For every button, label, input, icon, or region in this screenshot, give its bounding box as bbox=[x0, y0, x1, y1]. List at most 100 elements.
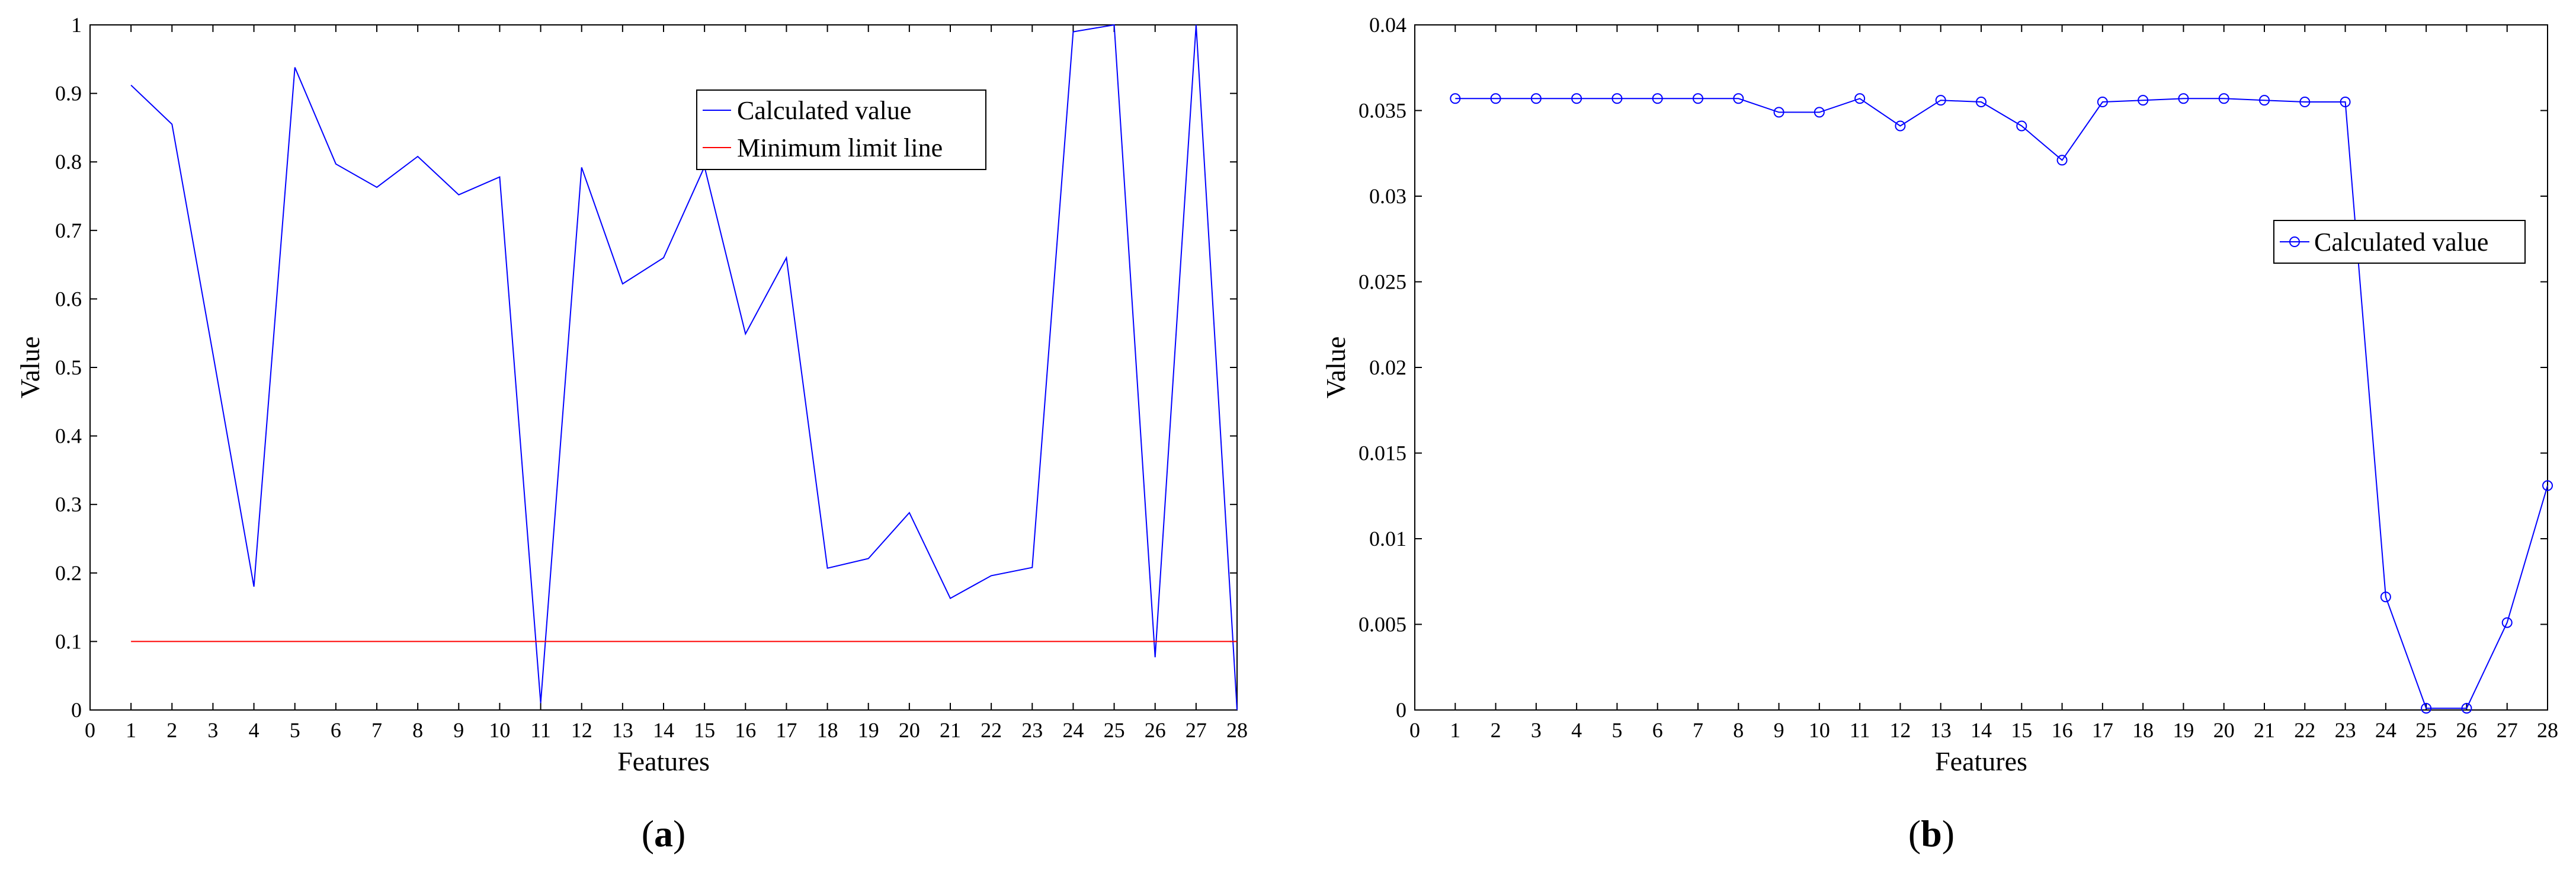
x-tick-label-b: 26 bbox=[2456, 718, 2477, 742]
x-tick-label-a: 28 bbox=[1226, 718, 1248, 742]
data-point-calculated-value-b bbox=[2380, 591, 2391, 603]
x-tick-label-b: 18 bbox=[2132, 718, 2154, 742]
y-axis-label-a: Value bbox=[15, 337, 45, 399]
x-tick-label-a: 9 bbox=[453, 718, 464, 742]
series-line-calculated-value-b bbox=[1455, 98, 2548, 709]
data-point-calculated-value-b bbox=[1895, 120, 1906, 132]
x-tick-label-b: 23 bbox=[2335, 718, 2356, 742]
x-tick-label-b: 28 bbox=[2537, 718, 2558, 742]
x-tick-label-a: 26 bbox=[1145, 718, 1166, 742]
x-tick-label-a: 24 bbox=[1062, 718, 1084, 742]
x-tick-label-a: 16 bbox=[735, 718, 756, 742]
data-point-calculated-value-b bbox=[2056, 155, 2068, 166]
data-point-calculated-value-b bbox=[1450, 93, 1461, 104]
y-tick-label-a: 0.9 bbox=[55, 82, 82, 105]
x-tick-label-a: 23 bbox=[1021, 718, 1043, 742]
data-point-calculated-value-b bbox=[2501, 617, 2513, 628]
x-tick-label-b: 6 bbox=[1652, 718, 1663, 742]
y-tick-label-b: 0.015 bbox=[1359, 442, 1406, 465]
x-tick-label-a: 12 bbox=[571, 718, 592, 742]
x-tick-label-b: 17 bbox=[2092, 718, 2113, 742]
y-tick-label-a: 0.3 bbox=[55, 492, 82, 516]
y-tick-label-a: 1 bbox=[71, 13, 82, 37]
x-tick-label-b: 4 bbox=[1571, 718, 1582, 742]
panel-label-b: (b) bbox=[1908, 813, 1955, 855]
x-tick-label-a: 13 bbox=[612, 718, 633, 742]
x-tick-label-a: 7 bbox=[371, 718, 382, 742]
x-tick-label-a: 22 bbox=[981, 718, 1002, 742]
y-tick-label-a: 0.8 bbox=[55, 150, 82, 174]
y-tick-label-a: 0 bbox=[71, 698, 82, 722]
data-point-calculated-value-b bbox=[1530, 93, 1542, 104]
y-tick-label-a: 0.7 bbox=[55, 219, 82, 242]
x-tick-label-b: 11 bbox=[1850, 718, 1870, 742]
x-tick-label-b: 0 bbox=[1409, 718, 1420, 742]
x-axis-label-a: Features bbox=[617, 746, 710, 776]
y-axis-label-b: Value bbox=[1321, 337, 1351, 399]
data-point-calculated-value-b bbox=[2340, 97, 2351, 108]
data-point-calculated-value-b bbox=[2421, 703, 2432, 714]
x-tick-label-b: 22 bbox=[2294, 718, 2315, 742]
y-tick-label-b: 0 bbox=[1396, 698, 1406, 722]
x-tick-label-b: 2 bbox=[1491, 718, 1501, 742]
x-tick-label-b: 12 bbox=[1889, 718, 1911, 742]
x-tick-label-b: 15 bbox=[2011, 718, 2032, 742]
x-tick-label-a: 15 bbox=[694, 718, 715, 742]
x-tick-label-b: 7 bbox=[1693, 718, 1703, 742]
y-tick-label-b: 0.025 bbox=[1359, 270, 1406, 294]
plot-area-a bbox=[89, 24, 1238, 711]
x-tick-label-a: 21 bbox=[940, 718, 961, 742]
y-tick-label-a: 0.5 bbox=[55, 356, 82, 379]
data-point-calculated-value-b bbox=[1693, 93, 1703, 104]
x-tick-label-b: 13 bbox=[1930, 718, 1952, 742]
y-tick-label-b: 0.04 bbox=[1369, 13, 1406, 37]
data-point-calculated-value-b bbox=[1854, 93, 1866, 104]
data-point-calculated-value-b bbox=[1733, 93, 1744, 104]
x-tick-label-a: 27 bbox=[1186, 718, 1207, 742]
data-point-calculated-value-b bbox=[2178, 93, 2189, 104]
x-tick-label-a: 8 bbox=[412, 718, 423, 742]
y-tick-label-a: 0.1 bbox=[55, 629, 82, 653]
x-tick-label-a: 5 bbox=[290, 718, 300, 742]
panel-letter-b: b bbox=[1921, 813, 1942, 855]
data-point-calculated-value-b bbox=[1773, 107, 1784, 118]
data-point-calculated-value-b bbox=[2542, 480, 2553, 491]
chart-panel-b: 0 1 2 3 4 5 6 7 8 9 10 11 12 13 14 15 16 17 18 19 20 21 22 23 24… bbox=[1321, 13, 2558, 855]
x-tick-label-a: 0 bbox=[85, 718, 95, 742]
y-tick-label-b: 0.01 bbox=[1369, 527, 1406, 551]
data-point-calculated-value-b bbox=[1490, 93, 1501, 104]
y-tick-label-a: 0.6 bbox=[55, 287, 82, 311]
x-tick-label-a: 19 bbox=[858, 718, 879, 742]
x-tick-label-b: 16 bbox=[2052, 718, 2073, 742]
legend-label-minimum-limit-line-a: Minimum limit line bbox=[737, 133, 943, 162]
x-tick-label-b: 27 bbox=[2497, 718, 2518, 742]
marks-a bbox=[130, 24, 1238, 711]
x-tick-label-b: 8 bbox=[1733, 718, 1744, 742]
marks-b bbox=[1450, 93, 2553, 714]
series-line-calculated-value-a bbox=[130, 24, 1238, 711]
x-tick-label-b: 24 bbox=[2375, 718, 2396, 742]
y-tick-label-b: 0.03 bbox=[1369, 184, 1406, 208]
x-axis-label-b: Features bbox=[1935, 746, 2027, 776]
data-point-calculated-value-b bbox=[1652, 93, 1663, 104]
data-point-calculated-value-b bbox=[2138, 95, 2149, 106]
data-point-calculated-value-b bbox=[2016, 120, 2027, 132]
y-tick-label-b: 0.035 bbox=[1359, 99, 1406, 123]
legend-box-a bbox=[696, 89, 986, 170]
x-tick-label-a: 17 bbox=[776, 718, 797, 742]
data-point-calculated-value-b bbox=[2299, 97, 2311, 108]
legend-a: Calculated value Minimum limit line bbox=[696, 89, 986, 170]
x-tick-label-a: 11 bbox=[530, 718, 551, 742]
x-tick-label-a: 25 bbox=[1104, 718, 1125, 742]
panel-label-a: (a) bbox=[642, 813, 686, 855]
x-tick-label-b: 1 bbox=[1450, 718, 1460, 742]
x-tick-label-a: 1 bbox=[126, 718, 136, 742]
legend-b: Calculated value bbox=[2273, 220, 2526, 264]
data-point-calculated-value-b bbox=[1976, 97, 1987, 108]
x-tick-label-a: 18 bbox=[817, 718, 838, 742]
legend-marker-calculated-value-b bbox=[2289, 236, 2300, 247]
x-tick-label-b: 3 bbox=[1531, 718, 1542, 742]
y-tick-label-b: 0.005 bbox=[1359, 613, 1406, 636]
x-tick-label-b: 21 bbox=[2254, 718, 2275, 742]
